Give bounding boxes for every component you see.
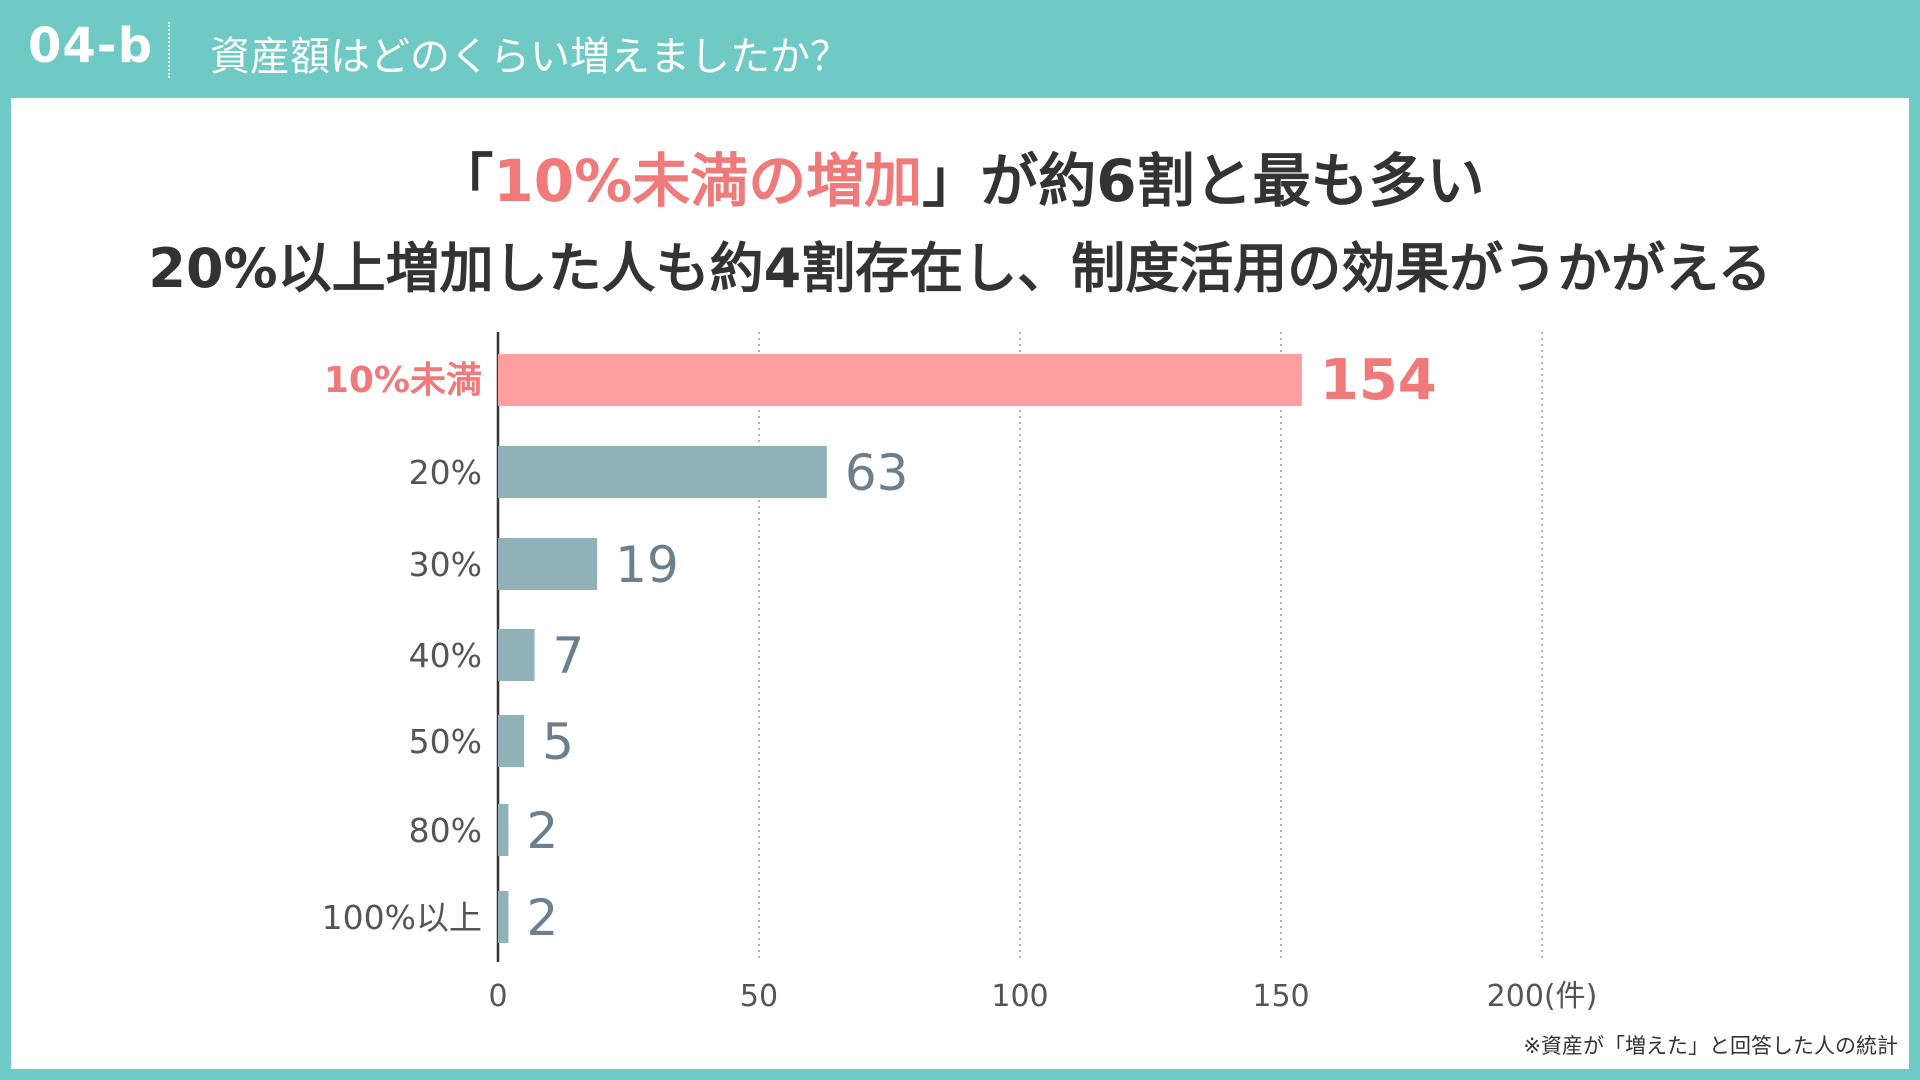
category-label: 30% <box>409 545 482 584</box>
headline-line-2: 20%以上増加した人も約4割存在し、制度活用の効果がうかがえる <box>148 237 1772 300</box>
bar <box>498 354 1302 406</box>
category-label: 40% <box>409 636 482 675</box>
headline-rest: 」が約6割と最も多い <box>922 147 1485 215</box>
bar <box>498 804 509 856</box>
value-label: 154 <box>1320 348 1437 413</box>
category-label: 50% <box>409 722 482 761</box>
header-divider <box>168 22 170 78</box>
section-question: 資産額はどのくらい増えましたか？ <box>210 34 850 80</box>
headline-line-1: 「10%未満の増加」が約6割と最も多い <box>0 134 1920 218</box>
x-tick-label: 0 <box>488 979 507 1014</box>
category-label: 100%以上 <box>322 898 482 937</box>
value-label: 2 <box>526 802 558 860</box>
headline-open-bracket: 「 <box>435 147 494 215</box>
value-label: 2 <box>526 889 558 947</box>
x-tick-label: 50 <box>740 979 778 1014</box>
footnote: ※資産が「増えた」と回答した人の統計 <box>1523 1034 1898 1058</box>
section-number: 04-b <box>28 18 154 74</box>
value-label: 7 <box>553 627 585 685</box>
content-panel <box>11 98 1909 1069</box>
x-tick-label: 200(件) <box>1487 979 1598 1014</box>
header-bar: 04-b 資産額はどのくらい増えましたか？ <box>0 0 1920 98</box>
category-label: 10%未満 <box>324 360 482 401</box>
bar <box>498 629 535 681</box>
category-label: 80% <box>409 811 482 850</box>
value-label: 19 <box>615 536 679 594</box>
headline-highlight: 10%未満の増加 <box>493 147 923 215</box>
x-tick-label: 100 <box>991 979 1048 1014</box>
value-label: 63 <box>845 444 909 502</box>
value-label: 5 <box>542 713 574 771</box>
bar <box>498 538 598 590</box>
category-label: 20% <box>409 453 482 492</box>
bar <box>498 715 525 767</box>
bar <box>498 446 827 498</box>
bar <box>498 891 509 943</box>
x-tick-label: 150 <box>1252 979 1309 1014</box>
